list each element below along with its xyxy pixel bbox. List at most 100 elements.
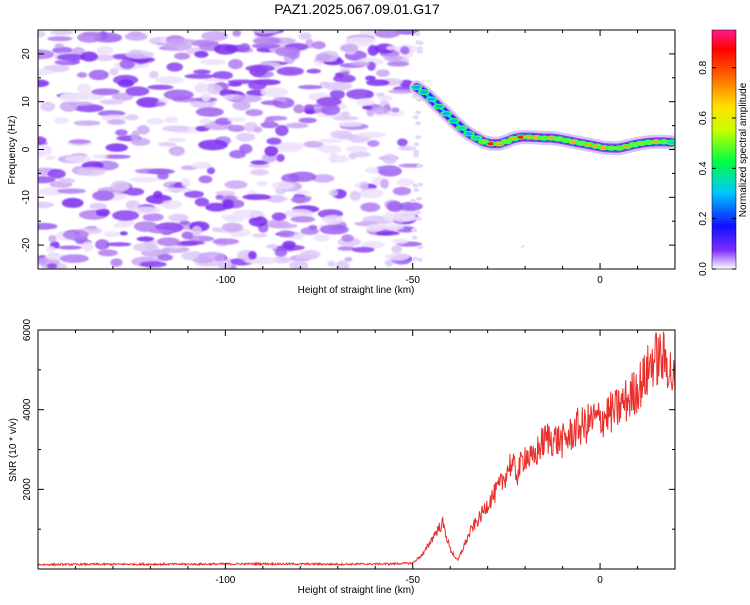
noise-blob <box>271 212 287 221</box>
spectrogram-y-tick-label: 20 <box>21 48 32 60</box>
noise-blob <box>360 240 385 249</box>
noise-blob <box>93 32 123 43</box>
noise-blob <box>337 246 356 251</box>
noise-blob <box>390 211 416 222</box>
noise-blob <box>136 125 150 135</box>
noise-blob <box>191 161 212 169</box>
noise-blob <box>412 115 419 120</box>
noise-blob <box>328 189 339 197</box>
noise-blob <box>239 43 251 52</box>
noise-blob <box>69 139 91 144</box>
noise-blob <box>162 41 193 52</box>
colorbar-label: Normalized spectral amplitude <box>738 82 749 217</box>
noise-blob <box>44 253 64 260</box>
noise-blob <box>277 230 295 238</box>
noise-blob <box>380 179 389 189</box>
colorbar: 0.0 0.2 0.4 0.6 0.8 Normalized spectral ampl… <box>698 29 749 276</box>
noise-blob <box>416 164 423 169</box>
noise-blob <box>415 216 422 221</box>
snr-ticks: -100 -50 0 2000 4000 6000 <box>22 318 676 586</box>
noise-blob <box>38 201 55 209</box>
noise-blob <box>412 256 419 261</box>
noise-blob <box>157 142 177 147</box>
noise-blob <box>392 186 412 196</box>
noise-blob <box>397 138 408 147</box>
noise-blob <box>136 236 155 242</box>
noise-blob <box>337 121 363 127</box>
spectrogram-y-axis-label: Frequency (Hz) <box>7 116 18 185</box>
noise-blob <box>154 76 184 85</box>
noise-blob <box>415 135 422 140</box>
noise-blob <box>136 97 162 108</box>
noise-blob <box>283 208 314 219</box>
noise-blob <box>77 32 102 43</box>
noise-blob <box>386 61 410 67</box>
noise-blob <box>249 257 278 265</box>
noise-blob <box>215 190 236 196</box>
noise-blob <box>153 190 163 199</box>
noise-blob <box>163 89 194 101</box>
noise-blob <box>289 260 309 269</box>
noise-blob <box>212 71 233 80</box>
noise-blob <box>52 46 73 54</box>
noise-blob <box>367 139 380 147</box>
noise-blob <box>328 155 349 164</box>
signal-peak <box>419 90 428 94</box>
noise-blob <box>110 258 123 267</box>
noise-blob <box>250 169 269 176</box>
noise-blob <box>232 100 251 111</box>
noise-blob <box>105 143 128 152</box>
noise-blob <box>333 74 356 84</box>
noise-blob <box>38 222 58 230</box>
noise-blob <box>396 178 415 186</box>
noise-blob <box>359 181 369 191</box>
noise-blob <box>391 245 402 254</box>
signal-peak <box>412 85 421 89</box>
noise-blob <box>383 55 404 62</box>
noise-blob <box>38 187 64 196</box>
noise-field <box>38 30 424 269</box>
noise-blob <box>59 254 89 263</box>
noise-blob <box>417 49 424 54</box>
noise-blob <box>57 245 83 250</box>
noise-blob <box>38 31 46 38</box>
noise-blob <box>311 174 335 183</box>
noise-blob <box>266 244 279 249</box>
noise-blob <box>336 133 356 140</box>
noise-blob <box>206 84 223 95</box>
noise-blob <box>335 260 350 269</box>
noise-blob <box>304 110 316 115</box>
noise-blob <box>203 78 228 83</box>
noise-blob <box>181 177 191 188</box>
snr-x-tick-label: 0 <box>597 575 603 586</box>
noise-blob <box>308 224 318 230</box>
noise-blob <box>316 97 342 107</box>
spectrogram-y-tick-label: 0 <box>21 146 32 152</box>
noise-blob <box>288 171 317 182</box>
snr-x-tick-label: -100 <box>215 575 235 586</box>
noise-blob <box>106 242 132 247</box>
noise-blob <box>376 69 390 77</box>
noise-blob <box>298 32 312 40</box>
noise-blob <box>266 137 282 145</box>
noise-blob <box>95 239 110 250</box>
noise-blob <box>95 208 111 217</box>
snr-x-tick-label: -50 <box>405 575 420 586</box>
noise-blob <box>232 94 262 103</box>
noise-blob <box>89 202 107 210</box>
noise-blob <box>47 169 66 179</box>
noise-blob <box>417 46 424 51</box>
noise-blob <box>96 45 114 56</box>
noise-blob <box>319 224 349 235</box>
noise-blob <box>156 237 180 247</box>
noise-blob <box>164 116 178 124</box>
noise-blob <box>260 100 283 106</box>
noise-blob <box>195 107 224 117</box>
noise-blob <box>311 41 326 50</box>
chart-title: PAZ1.2025.067.09.01.G17 <box>274 1 440 17</box>
noise-blob <box>391 107 400 113</box>
signal-track <box>409 80 675 248</box>
noise-blob <box>53 117 70 124</box>
noise-blob <box>317 138 343 143</box>
noise-blob <box>124 50 154 59</box>
